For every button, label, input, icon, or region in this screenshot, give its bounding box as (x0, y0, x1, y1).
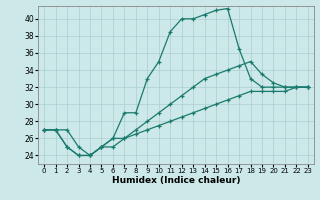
X-axis label: Humidex (Indice chaleur): Humidex (Indice chaleur) (112, 176, 240, 185)
